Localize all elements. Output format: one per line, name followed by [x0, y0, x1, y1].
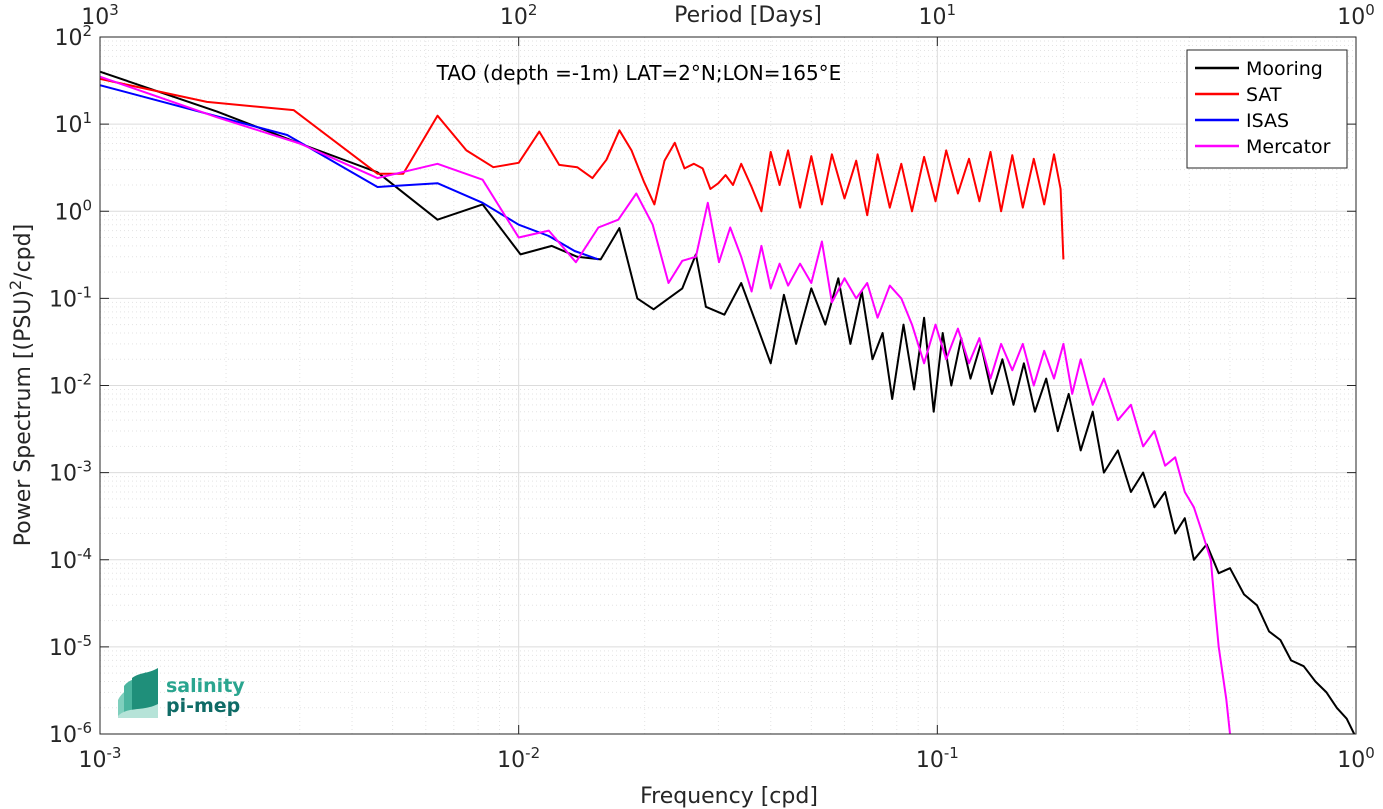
logo-text-line2: pi-mep [166, 695, 240, 717]
top-tick-label: 100 [1337, 1, 1375, 30]
y-tick-label: 10-2 [49, 371, 92, 400]
top-tick-label: 101 [919, 1, 957, 30]
series-line-mercator [100, 75, 1231, 734]
y-tick-label: 10-3 [49, 458, 92, 487]
legend-label-sat: SAT [1246, 84, 1282, 106]
series-line-sat [100, 77, 1065, 260]
y-tick-label: 102 [54, 22, 92, 51]
y-axis-label-sup: 2 [6, 280, 25, 290]
top-tick-label: 102 [500, 1, 538, 30]
top-axis-label: Period [Days] [674, 3, 822, 28]
y-tick-label: 100 [54, 196, 92, 225]
logo-waves-icon [118, 668, 158, 718]
x-tick-label: 10-2 [497, 744, 540, 773]
y-tick-label: 10-1 [49, 283, 92, 312]
logo: salinity pi-mep [118, 668, 245, 718]
series-layer [100, 70, 1356, 734]
legend-label-mercator: Mercator [1246, 136, 1331, 158]
x-tick-label: 10-3 [79, 744, 122, 773]
y-axis-label-tail: /cpd] [11, 224, 36, 280]
y-tick-label: 101 [54, 109, 92, 138]
legend-label-mooring: Mooring [1246, 58, 1323, 80]
x-tick-label: 10-1 [916, 744, 959, 773]
x-tick-label: 100 [1337, 744, 1375, 773]
y-tick-label: 10-5 [49, 632, 92, 661]
legend-label-isas: ISAS [1246, 110, 1289, 132]
legend-box [1186, 49, 1348, 169]
y-tick-label: 10-4 [49, 545, 92, 574]
series-line-mooring [100, 70, 1356, 734]
logo-text-line1: salinity [166, 675, 245, 697]
chart-title: TAO (depth =-1m) LAT=2°N;LON=165°E [436, 61, 842, 85]
legend: Mooring SAT ISAS Mercator [1186, 49, 1348, 169]
y-axis-label: Power Spectrum [(PSU)2/cpd] [6, 224, 37, 546]
y-axis-label-main: Power Spectrum [(PSU) [11, 290, 36, 546]
top-tick-label: 103 [81, 1, 119, 30]
x-axis-label: Frequency [cpd] [640, 784, 818, 809]
y-tick-label: 10-6 [49, 719, 92, 748]
tick-marks [99, 36, 1357, 735]
